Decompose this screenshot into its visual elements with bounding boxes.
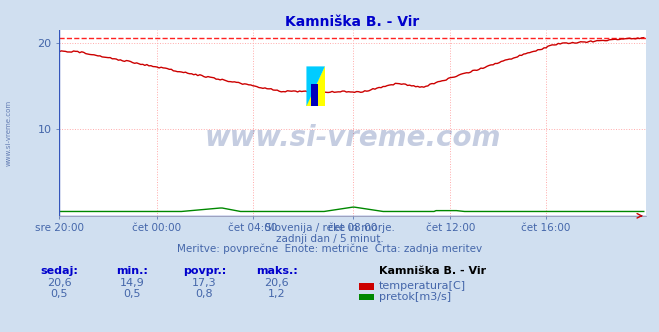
Text: temperatura[C]: temperatura[C] — [379, 281, 466, 291]
Text: www.si-vreme.com: www.si-vreme.com — [204, 124, 501, 152]
Text: zadnji dan / 5 minut.: zadnji dan / 5 minut. — [275, 234, 384, 244]
Text: 20,6: 20,6 — [264, 278, 289, 288]
Text: sedaj:: sedaj: — [40, 266, 78, 276]
Text: Slovenija / reke in morje.: Slovenija / reke in morje. — [264, 223, 395, 233]
Polygon shape — [306, 66, 325, 106]
Text: www.si-vreme.com: www.si-vreme.com — [5, 100, 12, 166]
Text: Kamniška B. - Vir: Kamniška B. - Vir — [379, 266, 486, 276]
Text: maks.:: maks.: — [256, 266, 298, 276]
Text: 17,3: 17,3 — [192, 278, 217, 288]
Text: pretok[m3/s]: pretok[m3/s] — [379, 292, 451, 302]
Text: Meritve: povprečne  Enote: metrične  Črta: zadnja meritev: Meritve: povprečne Enote: metrične Črta:… — [177, 242, 482, 254]
Text: 0,5: 0,5 — [51, 289, 68, 299]
Text: 20,6: 20,6 — [47, 278, 72, 288]
Text: 0,5: 0,5 — [123, 289, 140, 299]
Text: 1,2: 1,2 — [268, 289, 285, 299]
Title: Kamniška B. - Vir: Kamniška B. - Vir — [285, 15, 420, 29]
Polygon shape — [311, 84, 318, 106]
Text: povpr.:: povpr.: — [183, 266, 226, 276]
Polygon shape — [306, 66, 325, 106]
Text: 0,8: 0,8 — [196, 289, 213, 299]
Text: 14,9: 14,9 — [119, 278, 144, 288]
Text: min.:: min.: — [116, 266, 148, 276]
